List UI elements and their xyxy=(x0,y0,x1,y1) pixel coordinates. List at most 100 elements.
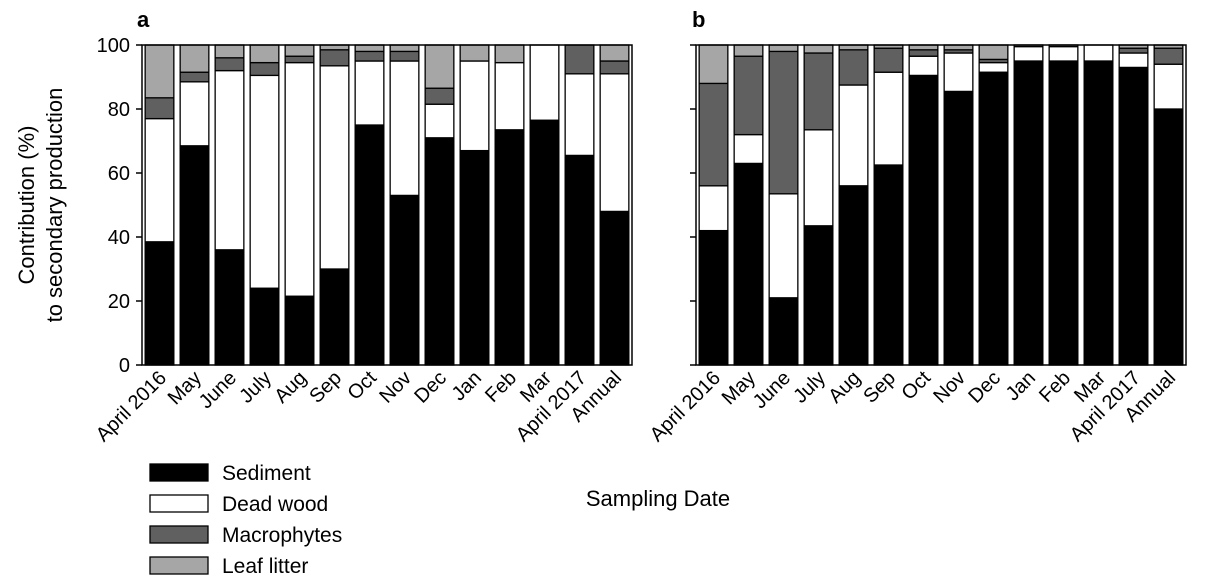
bar-segment-macrophytes xyxy=(1118,47,1149,54)
bar-segment-sediment xyxy=(803,225,834,366)
x-tick-label: Dec xyxy=(964,367,1005,408)
bar-segment-leaf-litter xyxy=(284,44,315,57)
bar-segment-macrophytes xyxy=(389,50,420,62)
bar-segment-sediment xyxy=(908,74,939,366)
bar-segment-sediment xyxy=(1013,60,1044,366)
bar-segment-dead-wood xyxy=(319,65,350,270)
x-tick-label: June xyxy=(749,367,795,413)
bar-segment-sediment xyxy=(1048,60,1079,366)
bar-segment-sediment xyxy=(768,297,799,366)
bar-segment-dead-wood xyxy=(564,73,595,157)
bar-segment-macrophytes xyxy=(803,52,834,131)
bar-segment-macrophytes xyxy=(214,57,245,72)
x-tick-label: Sep xyxy=(859,367,900,408)
x-tick-label: Aug xyxy=(270,367,311,408)
bar-segment-dead-wood xyxy=(803,129,834,227)
bar-segment-macrophytes xyxy=(733,55,764,136)
bar-segment-dead-wood xyxy=(1118,52,1149,69)
bar-segment-leaf-litter xyxy=(459,44,490,62)
bar-segment-macrophytes xyxy=(1153,47,1184,65)
bar-segment-sediment xyxy=(319,268,350,366)
legend: Sediment Dead wood Macrophytes Leaf litter xyxy=(149,462,342,578)
x-tick-label: April 2016 xyxy=(646,367,725,446)
bar-segment-dead-wood xyxy=(179,81,210,147)
bar-segment-sediment xyxy=(599,210,630,366)
bar-segment-leaf-litter xyxy=(179,44,210,73)
bar-segment-macrophytes xyxy=(698,82,729,187)
bar-segment-dead-wood xyxy=(873,71,904,166)
y-axis-title-line-2: to secondary production xyxy=(42,88,67,323)
bar-segment-leaf-litter xyxy=(768,44,799,53)
bar-segment-sediment xyxy=(354,124,385,366)
bar-segment-dead-wood xyxy=(424,103,455,139)
x-tick-label: Jan xyxy=(1002,367,1040,405)
bar-segment-dead-wood xyxy=(354,60,385,126)
bar-segment-dead-wood xyxy=(599,73,630,213)
bar-segment-macrophytes xyxy=(144,97,175,120)
plot-frame xyxy=(695,44,1187,366)
bar-segment-leaf-litter xyxy=(144,44,175,99)
bar-segment-dead-wood xyxy=(943,52,974,93)
bar-segment-leaf-litter xyxy=(389,44,420,53)
bar-segment-dead-wood xyxy=(1013,45,1044,62)
bar-segment-macrophytes xyxy=(838,49,869,86)
y-tick-label: 80 xyxy=(108,99,130,121)
bar-segment-macrophytes xyxy=(424,87,455,105)
bar-segment-leaf-litter xyxy=(978,44,1009,61)
bar-segment-leaf-litter xyxy=(803,44,834,54)
bar-segment-sediment xyxy=(459,149,490,366)
bar-segment-dead-wood xyxy=(249,74,280,289)
y-axis-title-line-1: Contribution (%) xyxy=(14,126,39,285)
bar-segment-macrophytes xyxy=(249,61,280,77)
y-tick-label: 60 xyxy=(108,163,130,185)
bar-segment-dead-wood xyxy=(529,44,560,121)
bar-segment-leaf-litter xyxy=(249,44,280,64)
legend-swatch-macrophytes xyxy=(149,525,209,544)
x-tick-label: July xyxy=(235,367,276,408)
bar-segment-dead-wood xyxy=(698,185,729,232)
panel-b: b April 2016MayJuneJulyAugSepOctNovDecJa… xyxy=(646,7,1187,446)
panel-a-label: a xyxy=(137,7,150,32)
x-tick-label: Oct xyxy=(897,367,935,405)
bar-segment-sediment xyxy=(873,164,904,366)
x-tick-label: Sep xyxy=(305,367,346,408)
bar-segment-dead-wood xyxy=(494,61,525,131)
bar-segment-macrophytes xyxy=(319,49,350,67)
bar-segment-dead-wood xyxy=(284,61,315,297)
bar-segment-sediment xyxy=(529,119,560,366)
x-tick-label: Aug xyxy=(824,367,865,408)
x-tick-label: Feb xyxy=(1035,367,1075,407)
bar-segment-leaf-litter xyxy=(214,44,245,59)
bar-segment-sediment xyxy=(698,229,729,366)
bar-segment-dead-wood xyxy=(838,84,869,187)
x-tick-label: June xyxy=(195,367,241,413)
bar-segment-leaf-litter xyxy=(354,44,385,53)
bar-segment-dead-wood xyxy=(1083,44,1114,62)
x-tick-label: April 2016 xyxy=(92,367,171,446)
bar-segment-sediment xyxy=(144,241,175,366)
bar-segment-sediment xyxy=(389,194,420,366)
bar-segment-leaf-litter xyxy=(424,44,455,89)
x-tick-label: Feb xyxy=(481,367,521,407)
bar-segment-sediment xyxy=(179,145,210,366)
y-tick-label: 100 xyxy=(97,35,130,57)
bar-segment-leaf-litter xyxy=(698,44,729,85)
bar-segment-dead-wood xyxy=(144,117,175,243)
bar-segment-macrophytes xyxy=(599,60,630,75)
bar-segment-dead-wood xyxy=(733,133,764,165)
bar-segment-dead-wood xyxy=(978,61,1009,73)
bar-segment-macrophytes xyxy=(284,55,315,64)
panel-a: a April 2016MayJuneJulyAugSepOctNovDecJa… xyxy=(92,7,633,446)
x-tick-label: Oct xyxy=(343,367,381,405)
bar-segment-macrophytes xyxy=(873,47,904,73)
bar-segment-sediment xyxy=(978,71,1009,366)
legend-label-macrophytes: Macrophytes xyxy=(222,524,342,547)
legend-label-sediment: Sediment xyxy=(222,462,311,485)
y-tick-label: 0 xyxy=(119,355,130,377)
x-tick-label: Dec xyxy=(410,367,451,408)
x-tick-label: Jan xyxy=(448,367,486,405)
x-axis-title: Sampling Date xyxy=(586,486,730,511)
bar-segment-macrophytes xyxy=(564,44,595,75)
legend-label-leaf-litter: Leaf litter xyxy=(222,555,308,578)
